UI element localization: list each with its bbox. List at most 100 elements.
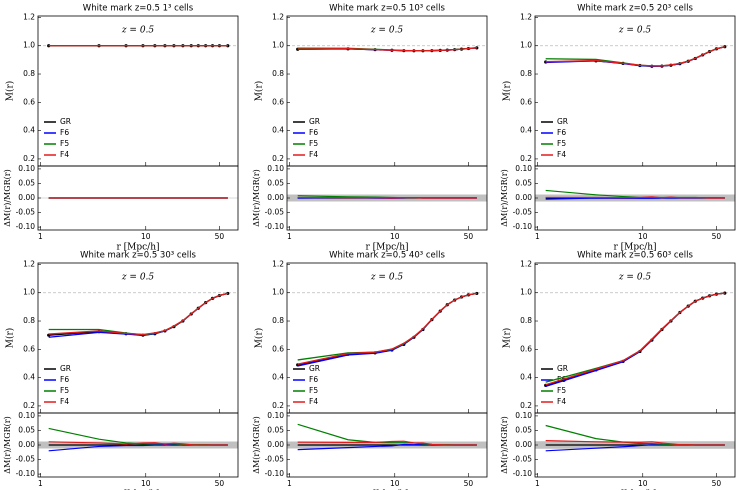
residual-tick-label: -0.10: [16, 469, 36, 478]
series-line: [545, 292, 725, 386]
residual-tick-label: 0.05: [267, 178, 284, 187]
residual-tick-label: 0.05: [18, 425, 35, 434]
y-tick-label: 1.0: [272, 41, 284, 50]
residual-frame: [37, 412, 239, 478]
series-line: [545, 292, 725, 383]
y-tick-label: 0.2: [520, 154, 532, 163]
legend-label: F6: [309, 128, 318, 137]
x-axis-label: r [Mpc/h]: [116, 243, 159, 253]
legend-label: F5: [60, 386, 69, 395]
x-axis-label: r [Mpc/h]: [613, 243, 656, 253]
y-tick-label: 1.2: [520, 259, 532, 268]
panel-title: White mark z=0.5 30³ cells: [80, 251, 196, 261]
residual-tick-label: -0.10: [265, 469, 285, 478]
y-tick-label: 1.2: [272, 12, 284, 21]
legend-label: F6: [60, 128, 69, 137]
residual-line: [297, 440, 477, 446]
x-tick-label: 1: [535, 479, 540, 488]
annotation: z = 0.5: [370, 273, 404, 283]
annotation: z = 0.5: [370, 26, 404, 36]
legend-label: F4: [60, 397, 69, 406]
series-line: [48, 292, 228, 336]
residual-y-label: ΔM(r)/MGR(r): [500, 416, 509, 473]
x-tick-label: 50: [712, 232, 722, 241]
x-tick-label: 10: [141, 479, 151, 488]
y-tick-label: 0.4: [520, 373, 532, 382]
y-tick-label: 0.6: [23, 97, 35, 106]
y-axis-label: M(r): [5, 328, 16, 349]
x-tick-label: 50: [464, 232, 474, 241]
legend-label: F5: [309, 139, 318, 148]
y-axis-label: M(r): [254, 81, 265, 102]
y-tick-label: 1.2: [272, 259, 284, 268]
residual-y-label: ΔM(r)/MGR(r): [3, 169, 12, 226]
data-point: [723, 291, 727, 295]
legend-label: F4: [557, 397, 566, 406]
x-tick-label: 10: [141, 232, 151, 241]
legend-label: GR: [60, 364, 71, 373]
y-tick-label: 1.0: [23, 41, 35, 50]
series-line: [297, 47, 477, 52]
x-axis-label: r [Mpc/h]: [365, 243, 408, 253]
y-tick-label: 0.8: [23, 69, 35, 78]
annotation: z = 0.5: [618, 273, 652, 283]
y-tick-label: 0.2: [23, 401, 35, 410]
series-line: [297, 292, 477, 367]
y-tick-label: 0.2: [272, 401, 284, 410]
residual-y-label: ΔM(r)/MGR(r): [500, 169, 509, 226]
residual-tick-label: 0.10: [267, 411, 284, 420]
residual-tick-label: -0.05: [16, 208, 36, 217]
legend-label: GR: [309, 364, 320, 373]
residual-tick-label: 0.10: [18, 164, 35, 173]
data-point: [475, 291, 479, 296]
panel-title: White mark z=0.5 20³ cells: [577, 4, 693, 14]
y-tick-label: 0.4: [520, 126, 532, 135]
residual-tick-label: -0.10: [16, 222, 36, 231]
residual-tick-label: 0.10: [515, 411, 532, 420]
y-tick-label: 0.2: [520, 401, 532, 410]
panel-title: White mark z=0.5 40³ cells: [329, 251, 445, 261]
residual-tick-label: 0.10: [18, 411, 35, 420]
x-tick-label: 50: [464, 479, 474, 488]
annotation: z = 0.5: [121, 26, 155, 36]
x-tick-label: 1: [38, 232, 43, 241]
residual-tick-label: 0.05: [267, 425, 284, 434]
y-tick-label: 1.0: [520, 288, 532, 297]
annotation: z = 0.5: [121, 273, 155, 283]
x-tick-label: 50: [215, 479, 225, 488]
residual-tick-label: 0.05: [515, 178, 532, 187]
x-tick-label: 1: [38, 479, 43, 488]
legend-label: F6: [557, 128, 566, 137]
x-tick-label: 10: [638, 232, 648, 241]
legend-label: F5: [557, 139, 566, 148]
residual-line: [545, 440, 725, 446]
residual-tick-label: 0.05: [18, 178, 35, 187]
residual-line: [545, 196, 725, 199]
series-line: [297, 292, 477, 365]
residual-frame: [286, 412, 488, 478]
y-tick-label: 0.4: [272, 373, 284, 382]
residual-tick-label: -0.05: [513, 455, 533, 464]
data-point: [226, 44, 230, 48]
y-tick-label: 0.2: [272, 154, 284, 163]
legend-label: GR: [557, 117, 568, 126]
y-tick-label: 1.0: [272, 288, 284, 297]
legend-label: GR: [60, 117, 71, 126]
x-tick-label: 50: [712, 479, 722, 488]
legend-label: F5: [309, 386, 318, 395]
residual-line: [297, 196, 477, 199]
y-tick-label: 0.2: [23, 154, 35, 163]
residual-tick-label: 0.00: [18, 440, 35, 449]
residual-y-label: ΔM(r)/MGR(r): [3, 416, 12, 473]
legend-label: GR: [309, 117, 320, 126]
x-tick-label: 1: [535, 232, 540, 241]
legend-label: F4: [557, 150, 566, 159]
y-axis-label: M(r): [502, 81, 513, 102]
legend-label: F5: [60, 139, 69, 148]
residual-frame: [37, 165, 239, 231]
y-tick-label: 0.4: [23, 373, 35, 382]
residual-y-label: ΔM(r)/MGR(r): [252, 416, 261, 473]
legend-label: F6: [309, 375, 318, 384]
residual-tick-label: -0.05: [265, 455, 285, 464]
